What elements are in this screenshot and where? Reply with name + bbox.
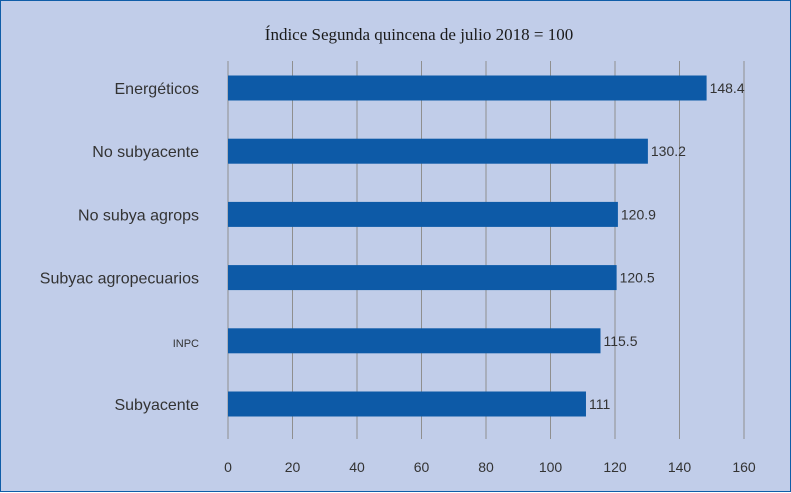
bars bbox=[228, 75, 707, 417]
bar bbox=[228, 138, 648, 164]
category-label: INPC bbox=[173, 338, 199, 350]
x-axis-tick-labels: 0 20 40 60 80 100 120 140 160 bbox=[224, 459, 756, 475]
x-tick-label: 60 bbox=[414, 459, 430, 475]
category-label: No subyacente bbox=[92, 144, 199, 161]
bar bbox=[228, 75, 707, 101]
data-label: 148.4 bbox=[710, 80, 745, 96]
data-label: 120.9 bbox=[621, 206, 656, 222]
bar bbox=[228, 391, 586, 417]
bar bbox=[228, 328, 601, 354]
category-labels: Energéticos No subyacente No subya agrops S… bbox=[40, 81, 199, 414]
x-tick-label: 140 bbox=[668, 459, 692, 475]
bar bbox=[228, 201, 618, 227]
gridlines bbox=[227, 61, 745, 439]
x-tick-label: 0 bbox=[224, 459, 232, 475]
x-tick-label: 120 bbox=[603, 459, 627, 475]
data-label: 120.5 bbox=[620, 270, 655, 286]
chart-title: Índice Segunda quincena de julio 2018 = … bbox=[265, 25, 573, 44]
category-label: Subyac agropecuarios bbox=[40, 271, 199, 288]
data-labels: 148.4 130.2 120.9 120.5 115.5 111 bbox=[589, 80, 745, 412]
bar bbox=[228, 265, 617, 291]
x-tick-label: 160 bbox=[732, 459, 756, 475]
data-label: 111 bbox=[589, 396, 610, 412]
x-tick-label: 100 bbox=[539, 459, 563, 475]
data-label: 115.5 bbox=[603, 333, 637, 349]
x-tick-label: 80 bbox=[478, 459, 494, 475]
data-label: 130.2 bbox=[651, 143, 686, 159]
category-label: Energéticos bbox=[115, 81, 200, 98]
x-tick-label: 20 bbox=[285, 459, 301, 475]
category-label: No subya agrops bbox=[78, 207, 199, 224]
category-label: Subyacente bbox=[114, 397, 199, 414]
x-tick-label: 40 bbox=[349, 459, 365, 475]
